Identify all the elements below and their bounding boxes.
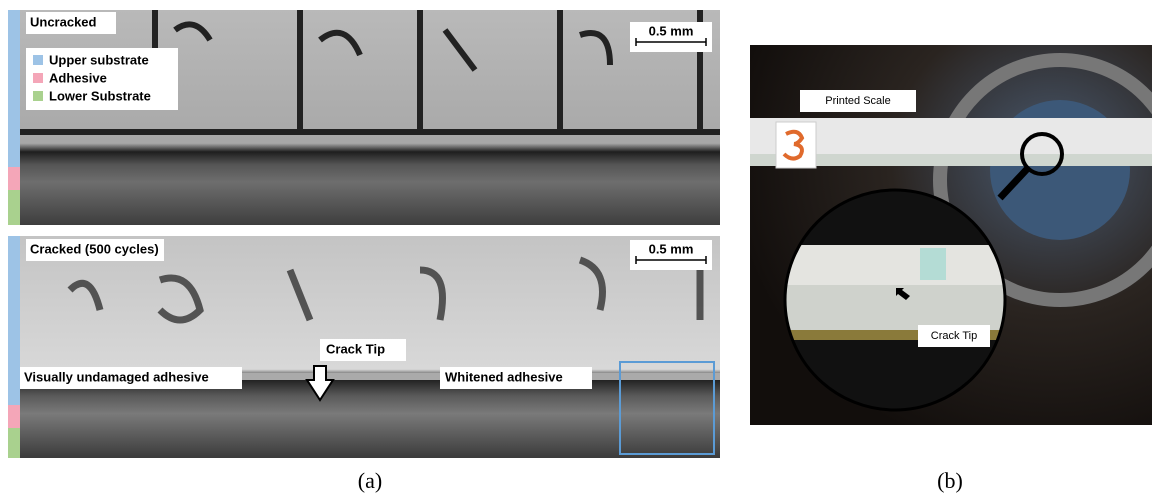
region-label: Visually undamaged adhesive <box>24 369 209 384</box>
lower-strip <box>8 190 20 225</box>
legend-swatch <box>33 55 43 65</box>
magnified-scale <box>785 245 1005 285</box>
legend-swatch <box>33 73 43 83</box>
panel-label: Cracked (500 cycles) <box>30 241 159 256</box>
figure: Uncracked Upper substrate Adhesive Lower… <box>0 0 1152 497</box>
legend-swatch <box>33 91 43 101</box>
micrograph-top <box>20 10 720 225</box>
legend-entry: Adhesive <box>49 70 107 85</box>
magnified-adhesive <box>785 285 1005 330</box>
caption: (a) <box>358 468 382 493</box>
printed-scale-label: Printed Scale <box>825 95 890 107</box>
adhesive-strip <box>8 405 20 428</box>
caption: (b) <box>937 468 963 493</box>
legend-entry: Lower Substrate <box>49 88 151 103</box>
blue-mark <box>920 248 946 280</box>
lower-strip <box>8 428 20 458</box>
panel-label: Uncracked <box>30 14 97 29</box>
region-label: Whitened adhesive <box>445 369 563 384</box>
upper-strip <box>8 236 20 405</box>
scale-label: 0.5 mm <box>649 241 694 256</box>
scale-label: 0.5 mm <box>649 23 694 38</box>
crack-tip-label: Crack Tip <box>326 341 385 356</box>
adhesive-strip <box>8 167 20 190</box>
legend-entry: Upper substrate <box>49 52 149 67</box>
upper-strip <box>8 10 20 167</box>
crack-tip-label: Crack Tip <box>931 330 977 342</box>
